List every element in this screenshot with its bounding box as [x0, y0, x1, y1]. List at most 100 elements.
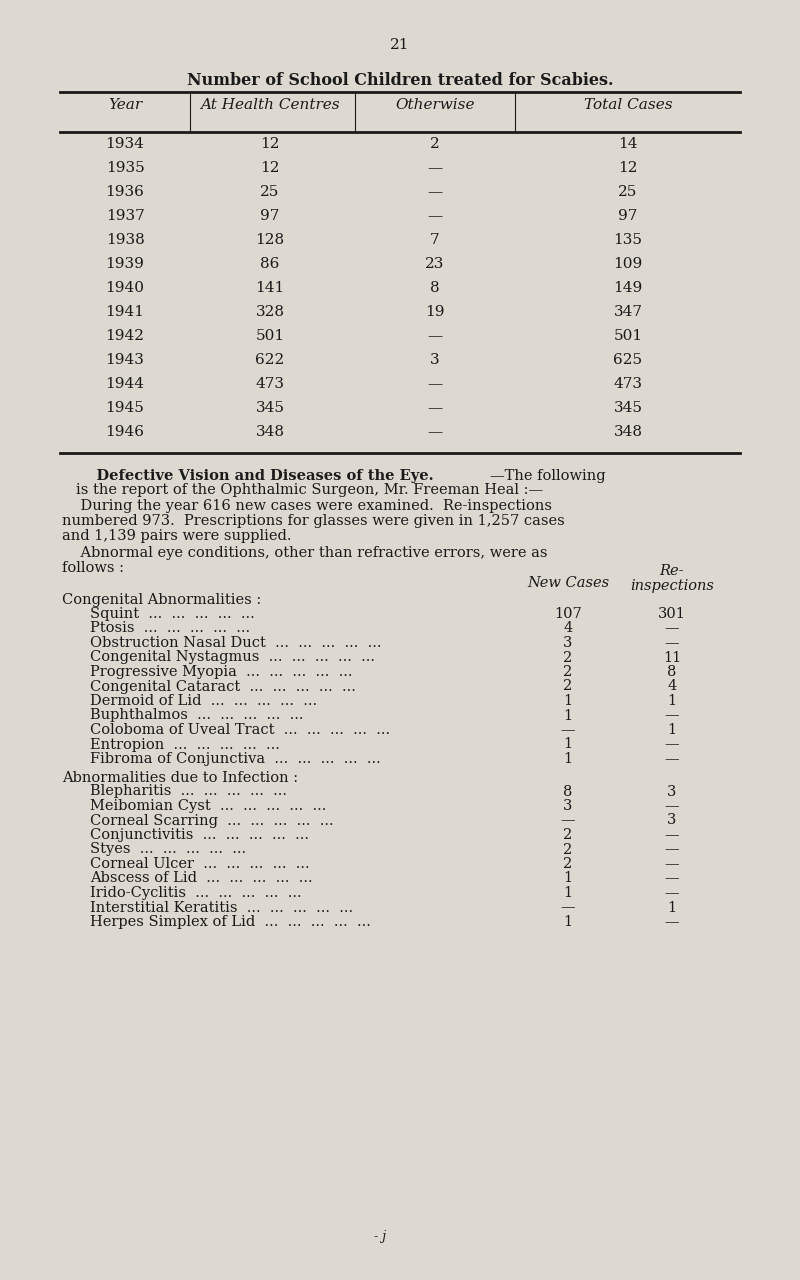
Text: 1935: 1935	[106, 161, 144, 175]
Text: 135: 135	[614, 233, 642, 247]
Text: 1939: 1939	[106, 257, 145, 271]
Text: —: —	[427, 329, 442, 343]
Text: Conjunctivitis  ...  ...  ...  ...  ...: Conjunctivitis ... ... ... ... ...	[90, 828, 309, 842]
Text: 1946: 1946	[106, 425, 145, 439]
Text: —: —	[665, 751, 679, 765]
Text: Fibroma of Conjunctiva  ...  ...  ...  ...  ...: Fibroma of Conjunctiva ... ... ... ... .…	[90, 751, 381, 765]
Text: Buphthalmos  ...  ...  ...  ...  ...: Buphthalmos ... ... ... ... ...	[90, 709, 303, 722]
Text: 4: 4	[667, 680, 677, 694]
Text: 2: 2	[430, 137, 440, 151]
Text: —The following: —The following	[490, 468, 606, 483]
Text: 1: 1	[563, 886, 573, 900]
Text: —: —	[427, 378, 442, 390]
Text: —: —	[665, 886, 679, 900]
Text: 2: 2	[563, 650, 573, 664]
Text: 12: 12	[618, 161, 638, 175]
Text: —: —	[427, 186, 442, 198]
Text: 347: 347	[614, 305, 642, 319]
Text: 109: 109	[614, 257, 642, 271]
Text: 1934: 1934	[106, 137, 145, 151]
Text: 8: 8	[430, 282, 440, 294]
Text: 11: 11	[663, 650, 681, 664]
Text: 25: 25	[260, 186, 280, 198]
Text: —: —	[427, 209, 442, 223]
Text: 1940: 1940	[106, 282, 145, 294]
Text: Blepharitis  ...  ...  ...  ...  ...: Blepharitis ... ... ... ... ...	[90, 785, 287, 799]
Text: Ptosis  ...  ...  ...  ...  ...: Ptosis ... ... ... ... ...	[90, 622, 250, 635]
Text: 345: 345	[255, 401, 285, 415]
Text: —: —	[665, 915, 679, 929]
Text: 128: 128	[255, 233, 285, 247]
Text: 1944: 1944	[106, 378, 145, 390]
Text: During the year 616 new cases were examined.  Re-inspections: During the year 616 new cases were exami…	[62, 499, 552, 513]
Text: Congenital Cataract  ...  ...  ...  ...  ...: Congenital Cataract ... ... ... ... ...	[90, 680, 356, 694]
Text: 3: 3	[667, 785, 677, 799]
Text: 2: 2	[563, 666, 573, 678]
Text: —: —	[665, 737, 679, 751]
Text: 501: 501	[255, 329, 285, 343]
Text: —: —	[561, 814, 575, 827]
Text: 2: 2	[563, 828, 573, 842]
Text: Meibomian Cyst  ...  ...  ...  ...  ...: Meibomian Cyst ... ... ... ... ...	[90, 799, 326, 813]
Text: follows :: follows :	[62, 561, 124, 575]
Text: —: —	[665, 842, 679, 856]
Text: 4: 4	[563, 622, 573, 635]
Text: - j: - j	[374, 1230, 386, 1243]
Text: Progressive Myopia  ...  ...  ...  ...  ...: Progressive Myopia ... ... ... ... ...	[90, 666, 353, 678]
Text: 141: 141	[255, 282, 285, 294]
Text: 345: 345	[614, 401, 642, 415]
Text: 1: 1	[563, 709, 573, 722]
Text: Irido-Cyclitis  ...  ...  ...  ...  ...: Irido-Cyclitis ... ... ... ... ...	[90, 886, 302, 900]
Text: 1: 1	[563, 915, 573, 929]
Text: —: —	[427, 425, 442, 439]
Text: 25: 25	[618, 186, 638, 198]
Text: Styes  ...  ...  ...  ...  ...: Styes ... ... ... ... ...	[90, 842, 246, 856]
Text: 348: 348	[255, 425, 285, 439]
Text: 2: 2	[563, 680, 573, 694]
Text: Interstitial Keratitis  ...  ...  ...  ...  ...: Interstitial Keratitis ... ... ... ... .…	[90, 901, 353, 914]
Text: At Health Centres: At Health Centres	[200, 99, 340, 111]
Text: 3: 3	[667, 814, 677, 827]
Text: 2: 2	[563, 858, 573, 870]
Text: 21: 21	[390, 38, 410, 52]
Text: 7: 7	[430, 233, 440, 247]
Text: —: —	[427, 401, 442, 415]
Text: 8: 8	[563, 785, 573, 799]
Text: 1: 1	[667, 694, 677, 708]
Text: Coloboma of Uveal Tract  ...  ...  ...  ...  ...: Coloboma of Uveal Tract ... ... ... ... …	[90, 723, 390, 737]
Text: Defective Vision and Diseases of the Eye.: Defective Vision and Diseases of the Eye…	[76, 468, 434, 483]
Text: 19: 19	[426, 305, 445, 319]
Text: 1: 1	[563, 872, 573, 886]
Text: 1945: 1945	[106, 401, 145, 415]
Text: 328: 328	[255, 305, 285, 319]
Text: 348: 348	[614, 425, 642, 439]
Text: 107: 107	[554, 607, 582, 621]
Text: 14: 14	[618, 137, 638, 151]
Text: 473: 473	[255, 378, 285, 390]
Text: 622: 622	[255, 353, 285, 367]
Text: 625: 625	[614, 353, 642, 367]
Text: 1936: 1936	[106, 186, 145, 198]
Text: Otherwise: Otherwise	[395, 99, 474, 111]
Text: 1: 1	[563, 694, 573, 708]
Text: Re-: Re-	[660, 564, 684, 579]
Text: 97: 97	[618, 209, 638, 223]
Text: —: —	[561, 723, 575, 737]
Text: 1943: 1943	[106, 353, 145, 367]
Text: Obstruction Nasal Duct  ...  ...  ...  ...  ...: Obstruction Nasal Duct ... ... ... ... .…	[90, 636, 382, 650]
Text: Abnormalities due to Infection :: Abnormalities due to Infection :	[62, 771, 298, 785]
Text: 3: 3	[430, 353, 440, 367]
Text: 1942: 1942	[106, 329, 145, 343]
Text: 12: 12	[260, 137, 280, 151]
Text: —: —	[665, 858, 679, 870]
Text: Number of School Children treated for Scabies.: Number of School Children treated for Sc…	[186, 72, 614, 90]
Text: —: —	[665, 636, 679, 650]
Text: Corneal Scarring  ...  ...  ...  ...  ...: Corneal Scarring ... ... ... ... ...	[90, 814, 334, 827]
Text: 1941: 1941	[106, 305, 145, 319]
Text: Herpes Simplex of Lid  ...  ...  ...  ...  ...: Herpes Simplex of Lid ... ... ... ... ..…	[90, 915, 371, 929]
Text: 97: 97	[260, 209, 280, 223]
Text: —: —	[665, 828, 679, 842]
Text: 1938: 1938	[106, 233, 144, 247]
Text: Entropion  ...  ...  ...  ...  ...: Entropion ... ... ... ... ...	[90, 737, 280, 751]
Text: 501: 501	[614, 329, 642, 343]
